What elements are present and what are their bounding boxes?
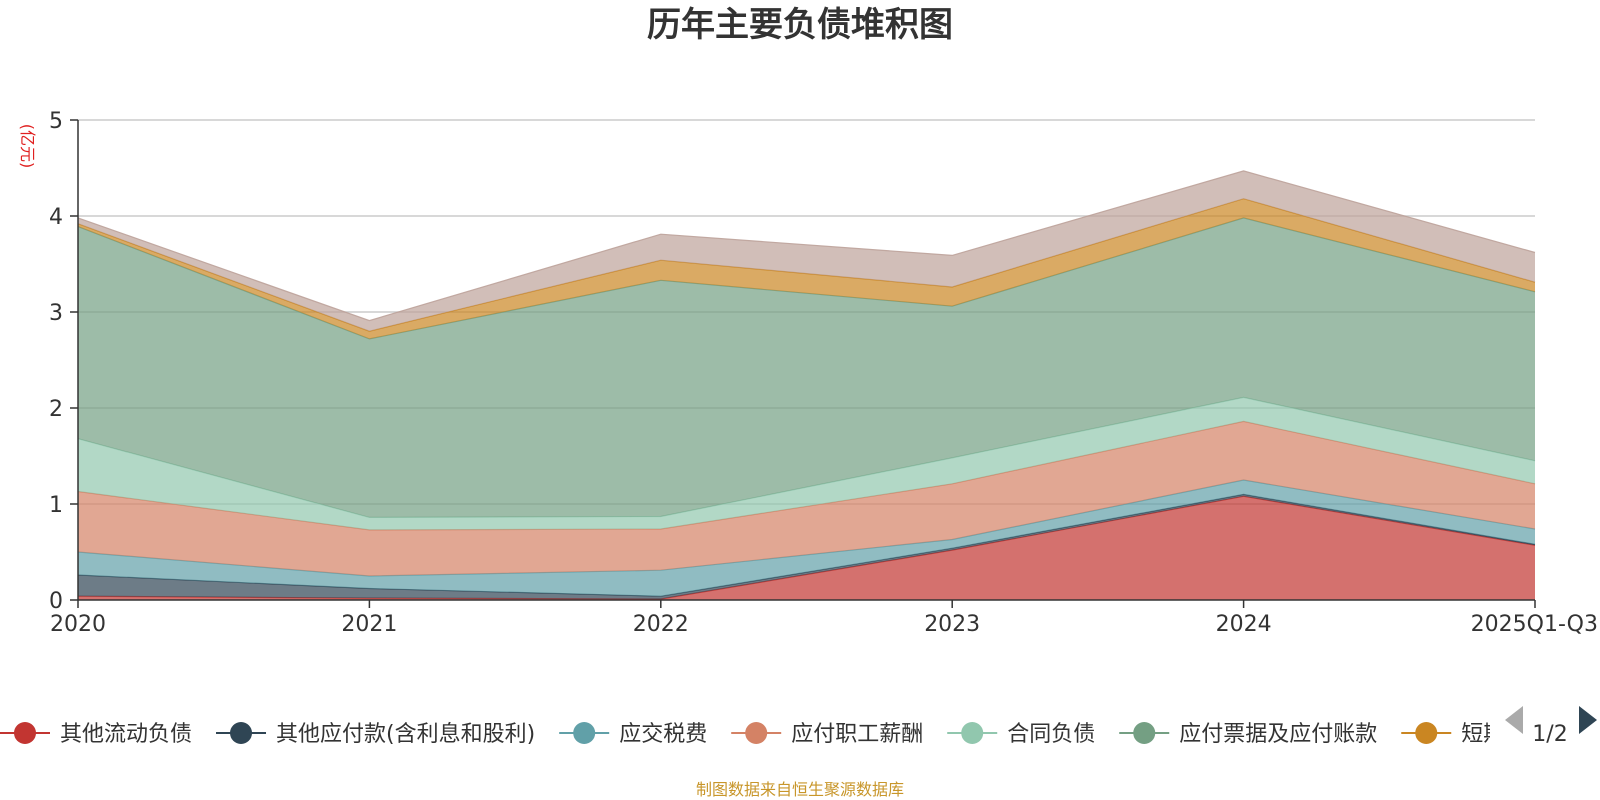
- legend-swatch-dot: [14, 722, 36, 744]
- legend: 其他流动负债 其他应付款(含利息和股利) 应交税费 应付职工薪酬 合同负债 应付票据及应付…: [0, 722, 1549, 747]
- legend-swatch-dot: [961, 722, 984, 744]
- x-tick-label: 2023: [924, 612, 980, 637]
- legend-item[interactable]: 应付票据及应付账款: [1119, 722, 1377, 747]
- legend-label: 其他应付款(含利息和股利): [276, 722, 535, 747]
- x-tick-label: 2020: [50, 612, 106, 637]
- area-合同负债: [78, 397, 1535, 530]
- legend-item[interactable]: 合同负债: [947, 722, 1095, 747]
- y-axis-unit: (亿元): [18, 124, 37, 169]
- y-tick-label: 5: [49, 109, 63, 134]
- legend-label: 其他流动负债: [60, 722, 192, 747]
- legend-item[interactable]: 其他应付款(含利息和股利): [216, 722, 535, 747]
- legend-swatch-dot: [745, 722, 768, 744]
- legend-item[interactable]: 短期借款: [1401, 722, 1549, 747]
- area-series: [77, 170, 1536, 600]
- legend-label: 应付职工薪酬: [791, 722, 923, 747]
- legend-pager: 1/2: [1505, 706, 1597, 747]
- area-应付职工薪酬: [78, 421, 1535, 576]
- legend-page-indicator: 1/2: [1532, 722, 1567, 747]
- x-tick-label: 2025Q1-Q3: [1471, 612, 1598, 637]
- area-其他应付款(含利息和股利): [78, 494, 1535, 599]
- legend-label: 应付票据及应付账款: [1179, 722, 1377, 747]
- area-短期借款: [78, 198, 1535, 339]
- legend-next-icon[interactable]: [1579, 706, 1597, 734]
- series-line-其他: [77, 170, 1536, 322]
- legend-label: 合同负债: [1007, 722, 1095, 747]
- data-source-note: 制图数据来自恒生聚源数据库: [696, 780, 904, 799]
- y-tick-label: 2: [49, 397, 63, 422]
- legend-label: 应交税费: [619, 722, 707, 747]
- legend-item[interactable]: 其他流动负债: [0, 722, 192, 747]
- y-tick-label: 1: [49, 493, 63, 518]
- legend-item[interactable]: 应交税费: [559, 722, 707, 747]
- legend-swatch-dot: [1415, 722, 1438, 744]
- area-其他: [78, 170, 1535, 332]
- legend-label: 短期借款: [1461, 722, 1549, 747]
- y-tick-label: 0: [49, 589, 63, 614]
- x-tick-label: 2022: [633, 612, 689, 637]
- y-tick-label: 4: [49, 205, 63, 230]
- legend-prev-icon[interactable]: [1505, 706, 1523, 734]
- legend-item[interactable]: 应付职工薪酬: [731, 722, 923, 747]
- area-其他流动负债: [78, 496, 1535, 600]
- x-tick-label: 2024: [1216, 612, 1272, 637]
- y-tick-label: 3: [49, 301, 63, 326]
- legend-swatch-dot: [573, 722, 596, 744]
- area-应付票据及应付账款: [78, 217, 1535, 518]
- x-tick-label: 2021: [341, 612, 397, 637]
- chart-title: 历年主要负债堆积图: [647, 5, 953, 45]
- legend-swatch-dot: [230, 722, 253, 744]
- legend-swatch-dot: [1133, 722, 1156, 744]
- axes: 0 1 2 3 4 5 2020 2021 2022 2023 2024 2025Q1-Q3: [49, 109, 1598, 637]
